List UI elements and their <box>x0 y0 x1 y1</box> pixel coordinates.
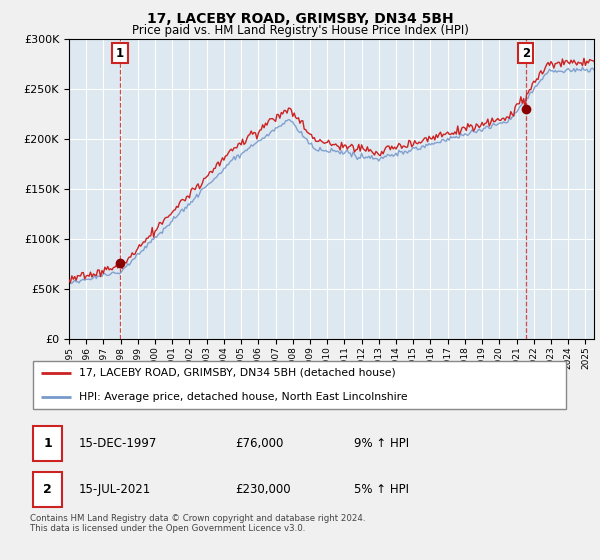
FancyBboxPatch shape <box>33 361 566 409</box>
Text: 15-DEC-1997: 15-DEC-1997 <box>79 437 157 450</box>
Text: 5% ↑ HPI: 5% ↑ HPI <box>354 483 409 496</box>
FancyBboxPatch shape <box>33 472 62 507</box>
Text: £230,000: £230,000 <box>235 483 291 496</box>
Text: 17, LACEBY ROAD, GRIMSBY, DN34 5BH (detached house): 17, LACEBY ROAD, GRIMSBY, DN34 5BH (deta… <box>79 368 395 378</box>
Text: Contains HM Land Registry data © Crown copyright and database right 2024.
This d: Contains HM Land Registry data © Crown c… <box>30 514 365 534</box>
Text: 2: 2 <box>522 46 530 60</box>
Text: HPI: Average price, detached house, North East Lincolnshire: HPI: Average price, detached house, Nort… <box>79 392 407 402</box>
Text: 9% ↑ HPI: 9% ↑ HPI <box>354 437 409 450</box>
Text: 1: 1 <box>43 437 52 450</box>
Text: 15-JUL-2021: 15-JUL-2021 <box>79 483 151 496</box>
Text: 1: 1 <box>116 46 124 60</box>
Text: 17, LACEBY ROAD, GRIMSBY, DN34 5BH: 17, LACEBY ROAD, GRIMSBY, DN34 5BH <box>146 12 454 26</box>
Text: £76,000: £76,000 <box>235 437 284 450</box>
FancyBboxPatch shape <box>33 426 62 461</box>
Text: Price paid vs. HM Land Registry's House Price Index (HPI): Price paid vs. HM Land Registry's House … <box>131 24 469 36</box>
Text: 2: 2 <box>43 483 52 496</box>
